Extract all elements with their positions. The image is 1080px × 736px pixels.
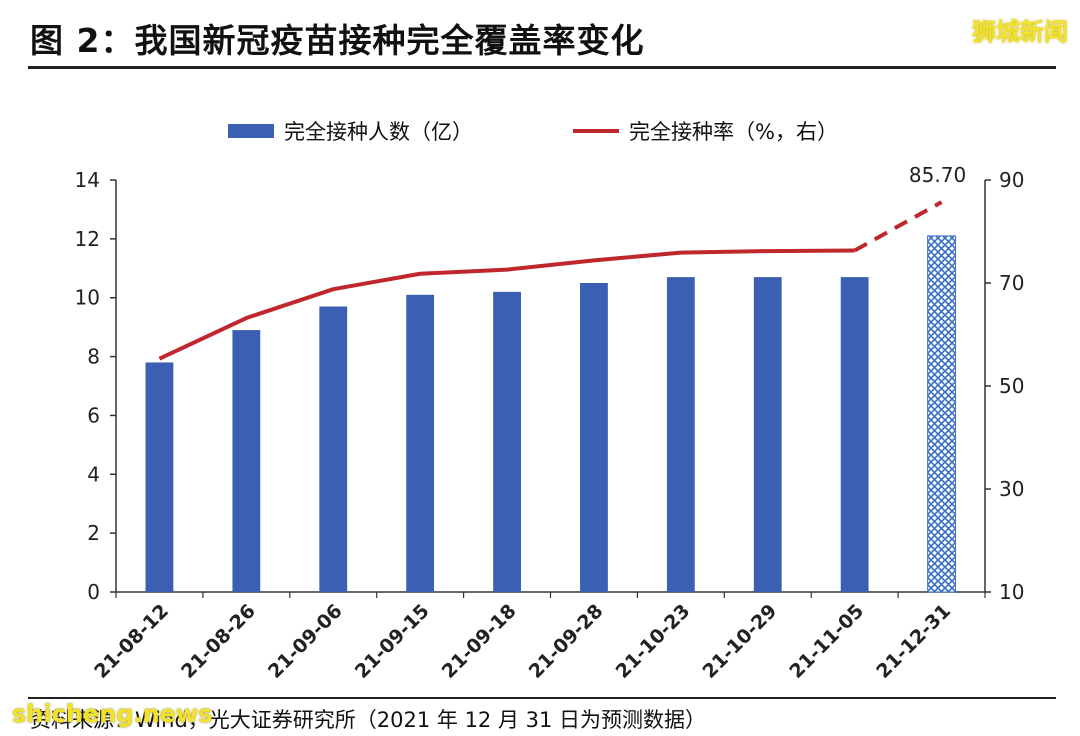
bar	[666, 277, 695, 592]
chart-legend: 完全接种人数（亿） 完全接种率（%，右）	[228, 120, 838, 144]
x-tick-label: 21-09-06	[264, 600, 347, 683]
y-left-tick-label: 6	[87, 403, 100, 427]
bar	[840, 277, 869, 592]
legend-line-label: 完全接种率（%，右）	[629, 120, 838, 144]
footer-divider	[28, 697, 1056, 699]
x-tick-label: 21-09-15	[351, 600, 434, 683]
y-right-tick-label: 90	[999, 168, 1024, 192]
y-left-tick-label: 0	[87, 580, 100, 604]
line-path-actual	[158, 248, 855, 361]
x-tick-label: 21-09-28	[525, 600, 608, 683]
x-tick-label: 21-12-31	[872, 600, 955, 683]
x-tick-label: 21-10-23	[612, 600, 695, 683]
y-left-tick-label: 14	[75, 168, 100, 192]
bar-forecast	[927, 235, 956, 593]
bar	[232, 330, 261, 592]
watermark-logo-text: 狮城新闻	[972, 18, 1068, 46]
watermark-site-text: shicheng.news	[12, 700, 213, 728]
data-label-forecast-rate: 85.70	[909, 163, 966, 187]
x-tick-label: 21-10-29	[698, 600, 781, 683]
bar-series	[145, 235, 956, 593]
bar	[753, 277, 782, 592]
y-left-tick-label: 12	[75, 227, 100, 251]
y-right-tick-label: 50	[999, 374, 1024, 398]
data-labels: 85.70	[909, 163, 966, 187]
y-left-tick-label: 2	[87, 521, 100, 545]
y-left-tick-label: 8	[87, 345, 100, 369]
figure-title: 图 2：我国新冠疫苗接种完全覆盖率变化	[30, 21, 645, 60]
x-tick-label: 21-08-12	[90, 600, 173, 683]
line-series	[158, 200, 943, 361]
line-path-forecast	[853, 200, 943, 253]
y-right-tick-label: 30	[999, 477, 1024, 501]
legend-bar-label: 完全接种人数（亿）	[284, 120, 473, 144]
bar	[580, 283, 608, 592]
title-divider	[28, 66, 1056, 69]
y-left-tick-label: 4	[87, 462, 100, 486]
y-right-tick-label: 10	[999, 580, 1024, 604]
bar	[493, 291, 521, 592]
bar	[406, 294, 435, 592]
legend-bar-swatch	[228, 124, 274, 138]
bar	[319, 306, 348, 592]
x-tick-label: 21-09-18	[438, 600, 521, 683]
y-left-tick-label: 10	[75, 286, 100, 310]
x-tick-label: 21-08-26	[177, 600, 260, 683]
source-note: 资料来源：Wind，光大证券研究所（2021 年 12 月 31 日为预测数据）	[30, 708, 707, 732]
bar	[145, 362, 174, 592]
y-right-tick-label: 70	[999, 271, 1024, 295]
x-tick-label: 21-11-05	[785, 600, 868, 683]
